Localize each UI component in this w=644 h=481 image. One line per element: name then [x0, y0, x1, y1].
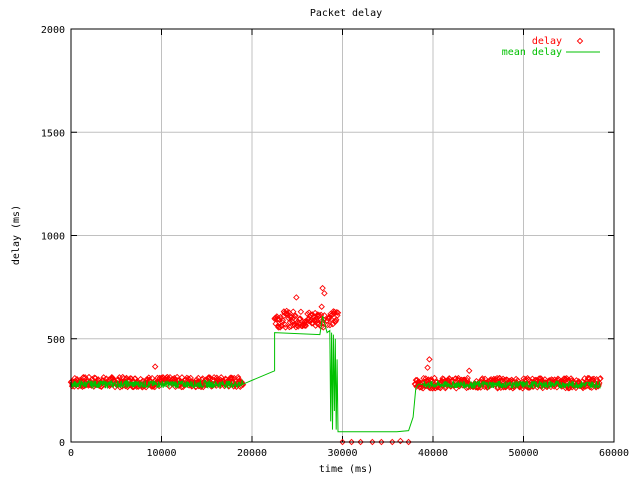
- y-tick-label: 1000: [41, 232, 65, 243]
- delay-point: [541, 376, 549, 383]
- series-layer: [67, 284, 604, 446]
- delay-point: [193, 376, 200, 383]
- delay-point: [535, 375, 543, 382]
- delay-point: [293, 294, 300, 301]
- y-tick-label: 0: [59, 438, 65, 449]
- delay-point: [348, 438, 355, 446]
- delay-point: [339, 438, 346, 446]
- delay-point: [481, 375, 489, 383]
- delay-point: [297, 308, 305, 316]
- delay-point: [397, 437, 404, 445]
- delay-point: [302, 322, 310, 329]
- x-tick-label: 10000: [146, 448, 176, 459]
- delay-point: [321, 290, 328, 297]
- delay-point: [326, 321, 334, 329]
- delay-point: [93, 377, 101, 385]
- delay-point: [206, 374, 213, 381]
- delay-point: [286, 323, 293, 331]
- delay-point: [464, 374, 471, 382]
- x-tick-label: 60000: [599, 448, 629, 459]
- y-tick-label: 2000: [41, 25, 65, 36]
- delay-point: [465, 367, 473, 374]
- y-tick-label: 1500: [41, 128, 65, 139]
- delay-point: [281, 321, 289, 328]
- legend-label-delay: delay: [532, 36, 562, 47]
- delay-point: [199, 375, 206, 382]
- delay-point: [327, 315, 335, 323]
- delay-point: [311, 309, 319, 317]
- delay-point: [292, 323, 300, 331]
- delay-point: [324, 321, 331, 329]
- x-tick-label: 50000: [508, 448, 538, 459]
- delay-point: [378, 438, 385, 446]
- delay-point: [276, 324, 284, 331]
- delay-point: [596, 379, 603, 387]
- delay-point: [567, 375, 575, 382]
- delay-point: [289, 308, 297, 315]
- delay-point: [290, 314, 298, 321]
- delay-point: [127, 375, 134, 382]
- legend-label-mean-delay: mean delay: [502, 47, 562, 58]
- delay-point: [331, 308, 338, 316]
- delay-point: [389, 438, 396, 446]
- delay-point: [576, 37, 584, 45]
- delay-point: [91, 374, 98, 381]
- delay-point: [329, 320, 337, 328]
- delay-point: [431, 374, 438, 382]
- delay-point: [80, 374, 87, 381]
- delay-point: [227, 374, 234, 381]
- delay-point: [424, 364, 431, 371]
- delay-point: [292, 312, 299, 319]
- delay-point: [195, 374, 202, 382]
- delay-point: [357, 438, 364, 446]
- delay-point: [333, 316, 340, 323]
- x-tick-label: 20000: [237, 448, 267, 459]
- x-axis-label: time (ms): [319, 464, 373, 475]
- delay-point: [289, 319, 296, 326]
- delay-point: [310, 313, 317, 321]
- delay-point: [151, 363, 159, 370]
- delay-point: [285, 314, 292, 322]
- x-tick-label: 0: [68, 448, 74, 459]
- delay-point: [537, 375, 545, 382]
- chart-title: Packet delay: [310, 8, 382, 19]
- series-mean-delay: [70, 315, 601, 433]
- mean-delay-line: [70, 315, 601, 433]
- delay-point: [597, 375, 604, 382]
- delay-point: [369, 438, 376, 446]
- delay-point: [85, 373, 93, 381]
- x-tick-label: 40000: [418, 448, 448, 459]
- delay-point: [405, 438, 412, 446]
- delay-point: [171, 374, 178, 382]
- y-axis-label: delay (ms): [11, 205, 22, 265]
- delay-point: [334, 309, 342, 317]
- delay-point: [424, 380, 432, 388]
- delay-point: [314, 320, 321, 327]
- delay-point: [305, 309, 313, 316]
- delay-point: [484, 383, 492, 391]
- delay-point: [217, 374, 225, 381]
- delay-point: [319, 284, 326, 292]
- x-tick-label: 30000: [327, 448, 357, 459]
- delay-point: [279, 317, 287, 324]
- y-tick-label: 500: [47, 335, 65, 346]
- delay-point: [318, 303, 325, 310]
- plot-frame: [70, 28, 615, 443]
- delay-point: [420, 374, 427, 382]
- delay-point: [426, 356, 433, 363]
- delay-point: [309, 311, 316, 318]
- delay-point: [187, 374, 194, 382]
- delay-point: [321, 312, 328, 319]
- delay-point: [297, 315, 304, 322]
